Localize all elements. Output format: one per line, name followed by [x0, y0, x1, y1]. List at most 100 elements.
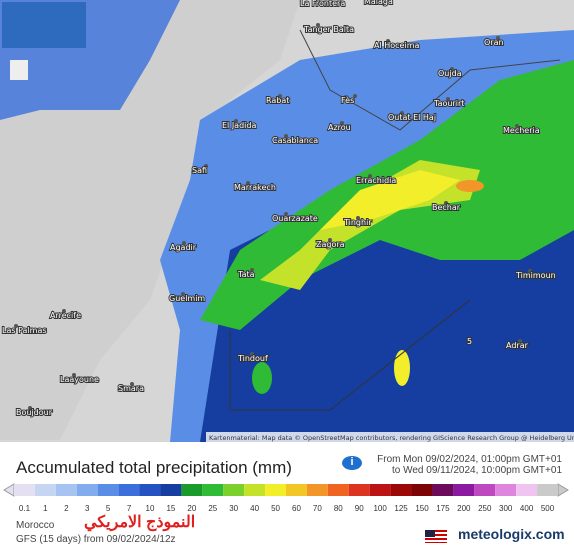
- legend-swatch: [432, 484, 454, 496]
- model-arabic: النموذج الامريكي: [84, 514, 196, 531]
- city-dot: [284, 212, 288, 216]
- city-label: Al Hoceima: [374, 41, 419, 50]
- city-dot: [353, 94, 357, 98]
- legend-label: 250: [478, 504, 492, 513]
- city-label: Las Palmas: [2, 326, 47, 335]
- legend-swatch: [160, 484, 182, 496]
- legend-swatch: [495, 484, 517, 496]
- city-dot: [386, 39, 390, 43]
- city-dot: [284, 134, 288, 138]
- city-label: Laayoune: [60, 375, 99, 384]
- legend-swatch: [76, 484, 98, 496]
- city-label: Tindouf: [237, 354, 268, 363]
- city-dot: [446, 97, 450, 101]
- legend-label: 500: [541, 504, 555, 513]
- legend-swatch: [202, 484, 224, 496]
- city-dot: [28, 406, 32, 410]
- legend-label: 200: [457, 504, 471, 513]
- city-dot: [246, 181, 250, 185]
- city-label: Marrakech: [234, 183, 276, 192]
- city-label: Tanger Balta: [303, 25, 354, 34]
- legend-label: 150: [415, 504, 429, 513]
- city-label: Taourirt: [433, 99, 464, 108]
- city-dot: [316, 23, 320, 27]
- city-dot: [312, 0, 316, 1]
- city-label: Oran: [484, 38, 504, 47]
- legend-label: 5: [106, 504, 111, 513]
- legend: 0.1 1 2 3 5 7 10 15 20 25 30 40 50 60 70 80 90 100 125 150 1…: [3, 483, 569, 513]
- city-dot: [496, 36, 500, 40]
- legend-swatch: [118, 484, 140, 496]
- brand[interactable]: meteologix.com: [458, 526, 565, 542]
- logo: [2, 2, 86, 48]
- legend-label: 175: [436, 504, 450, 513]
- city-label: Errachidia: [356, 176, 396, 185]
- legend-swatch: [327, 484, 349, 496]
- legend-arrow: [3, 483, 15, 497]
- city-dot: [340, 121, 344, 125]
- city-label: Ouarzazate: [272, 214, 318, 223]
- city-dot: [72, 373, 76, 377]
- from: From Mon 09/02/2024, 01:00pm GMT+01: [377, 454, 562, 465]
- legend-swatch: [97, 484, 119, 496]
- legend-label: 300: [499, 504, 513, 513]
- logo-icon: [10, 60, 28, 80]
- city-dot: [450, 67, 454, 71]
- legend-swatch: [306, 484, 328, 496]
- legend-swatch: [516, 484, 538, 496]
- city-label: Rabat: [266, 96, 289, 105]
- legend-swatch: [244, 484, 266, 496]
- legend-label: 10: [146, 504, 155, 513]
- legend-label: 1: [43, 504, 48, 513]
- legend-label: 50: [271, 504, 280, 513]
- legend-swatch: [181, 484, 203, 496]
- map: La Frontera Malaga Tanger Balta Al Hoceima O…: [0, 0, 574, 442]
- attribution-bg: [206, 432, 574, 442]
- legend-swatch: [286, 484, 307, 496]
- city-label: La Frontera: [300, 0, 345, 8]
- city-label: Casablanca: [272, 136, 318, 145]
- field: [320, 170, 460, 230]
- legend-label: 100: [373, 504, 387, 513]
- city-label: Tata: [237, 270, 255, 279]
- city-dot: [234, 119, 238, 123]
- period: From Mon 09/02/2024, 01:00pm GMT+01 to We…: [377, 454, 562, 476]
- legend-arrow: [557, 483, 569, 497]
- city-label: Smara: [118, 384, 144, 393]
- city-dot: [444, 201, 448, 205]
- legend-label: 0.1: [19, 504, 31, 513]
- field: [394, 350, 410, 386]
- legend-label: 15: [166, 504, 175, 513]
- city-label: Bechar: [432, 203, 461, 212]
- legend-swatch: [537, 484, 558, 496]
- legend-swatch: [139, 484, 161, 496]
- city-dot: [278, 94, 282, 98]
- legend-label: 40: [250, 504, 259, 513]
- city-dot: [328, 238, 332, 242]
- legend-swatch: [223, 484, 245, 496]
- attribution: Kartenmaterial: Map data © OpenStreetMap…: [209, 434, 574, 442]
- city-label: Zagora: [316, 240, 345, 249]
- city-label: Guelmim: [169, 294, 205, 303]
- legend-swatch: [369, 484, 391, 496]
- title: Accumulated total precipitation (mm): [16, 458, 292, 477]
- legend-label: 70: [313, 504, 322, 513]
- city-label: Oujda: [438, 69, 462, 78]
- legend-label: 30: [229, 504, 238, 513]
- legend-swatch: [55, 484, 77, 496]
- contour-label: 5: [467, 337, 472, 346]
- city-dot: [368, 174, 372, 178]
- city-dot: [62, 309, 66, 313]
- legend-label: 60: [292, 504, 301, 513]
- model: GFS (15 days) from 09/02/2024/12z: [16, 534, 176, 545]
- city-label: Outat El Haj: [388, 113, 436, 122]
- info-button[interactable]: i: [342, 456, 362, 470]
- footer: Accumulated total precipitation (mm) i F…: [0, 442, 574, 554]
- city-label: Agadir: [170, 243, 197, 252]
- legend-swatch: [34, 484, 56, 496]
- city-dot: [250, 352, 254, 356]
- legend-label: 25: [208, 504, 217, 513]
- flag: [425, 530, 447, 543]
- city-dot: [14, 324, 18, 328]
